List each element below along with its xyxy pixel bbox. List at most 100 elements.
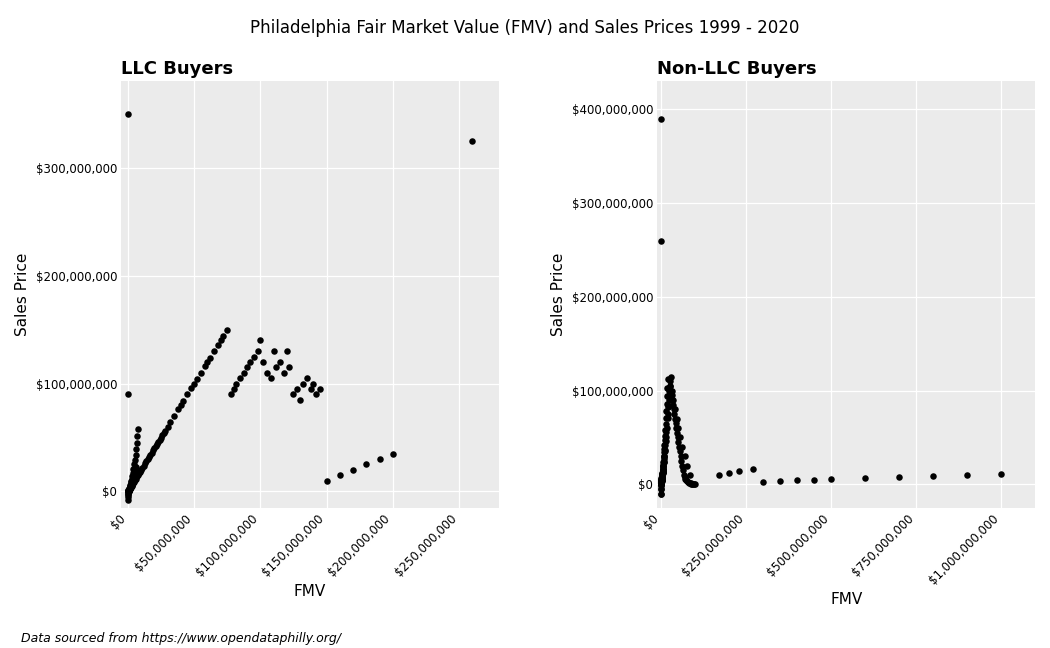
Text: Data sourced from https://www.opendataphilly.org/: Data sourced from https://www.opendataph… (21, 632, 341, 645)
Point (656, 445, 673, 455)
Point (658, 399, 675, 409)
Point (653, 478, 670, 488)
Point (668, 418, 685, 428)
Point (654, 467, 671, 477)
Point (655, 447, 672, 457)
Point (242, 357, 258, 367)
Point (124, 479, 141, 489)
Point (312, 384, 329, 394)
Point (124, 478, 141, 489)
Point (120, 485, 136, 496)
Point (672, 451, 689, 461)
Point (665, 399, 681, 410)
Point (123, 481, 140, 492)
Point (122, 483, 139, 493)
Point (254, 357, 271, 367)
Point (125, 476, 142, 487)
Point (678, 476, 695, 486)
Point (122, 482, 139, 492)
Point (656, 435, 673, 445)
Point (127, 465, 144, 476)
Point (681, 470, 698, 480)
Point (129, 432, 146, 442)
Point (122, 481, 139, 492)
Point (127, 473, 144, 483)
Point (731, 466, 748, 476)
Point (123, 476, 140, 486)
Point (959, 470, 975, 480)
Point (676, 472, 693, 482)
Point (671, 441, 688, 452)
Point (653, 478, 670, 489)
Point (682, 478, 699, 489)
Point (180, 389, 196, 400)
Point (789, 476, 805, 486)
Point (123, 481, 140, 491)
Point (332, 470, 349, 480)
Point (654, 462, 671, 472)
Point (653, 478, 670, 489)
Point (127, 474, 144, 485)
Point (151, 434, 168, 445)
Point (123, 473, 140, 483)
Point (121, 485, 138, 495)
Point (660, 390, 677, 400)
Point (662, 380, 678, 391)
Point (655, 457, 672, 467)
X-axis label: FMV: FMV (831, 592, 862, 607)
Point (120, 486, 136, 496)
Point (223, 389, 239, 400)
Point (992, 469, 1009, 479)
Point (262, 373, 279, 384)
Point (128, 472, 145, 483)
Point (822, 474, 839, 484)
Point (652, 479, 669, 489)
Point (125, 478, 142, 489)
Point (673, 456, 690, 466)
Point (121, 484, 138, 494)
Point (246, 351, 262, 362)
Point (653, 474, 670, 485)
Point (685, 479, 701, 489)
Point (652, 479, 669, 489)
Point (653, 478, 670, 489)
Point (160, 422, 176, 432)
Point (120, 489, 136, 500)
Point (304, 378, 321, 389)
Point (206, 346, 223, 356)
Point (654, 471, 671, 481)
Point (672, 432, 689, 443)
Point (662, 388, 678, 398)
Point (215, 331, 232, 341)
Point (126, 471, 143, 481)
Point (281, 362, 298, 373)
Point (122, 482, 139, 492)
Point (130, 469, 147, 480)
Point (657, 436, 674, 446)
Point (196, 361, 213, 371)
Point (653, 472, 670, 483)
Point (710, 470, 727, 480)
Point (653, 477, 670, 487)
Point (654, 467, 671, 478)
Point (654, 466, 671, 476)
Point (655, 443, 672, 454)
Point (120, 495, 136, 505)
Point (183, 383, 200, 393)
Point (675, 470, 692, 480)
Point (658, 423, 675, 434)
Point (212, 335, 229, 345)
Point (653, 473, 670, 483)
Point (152, 432, 169, 443)
Point (141, 452, 158, 462)
Point (126, 469, 143, 479)
Point (278, 346, 295, 356)
Point (218, 325, 235, 335)
Point (658, 406, 675, 416)
Point (668, 423, 685, 434)
Point (147, 441, 164, 451)
Point (464, 135, 481, 146)
Point (664, 390, 680, 400)
Point (149, 439, 166, 449)
Point (656, 446, 673, 457)
